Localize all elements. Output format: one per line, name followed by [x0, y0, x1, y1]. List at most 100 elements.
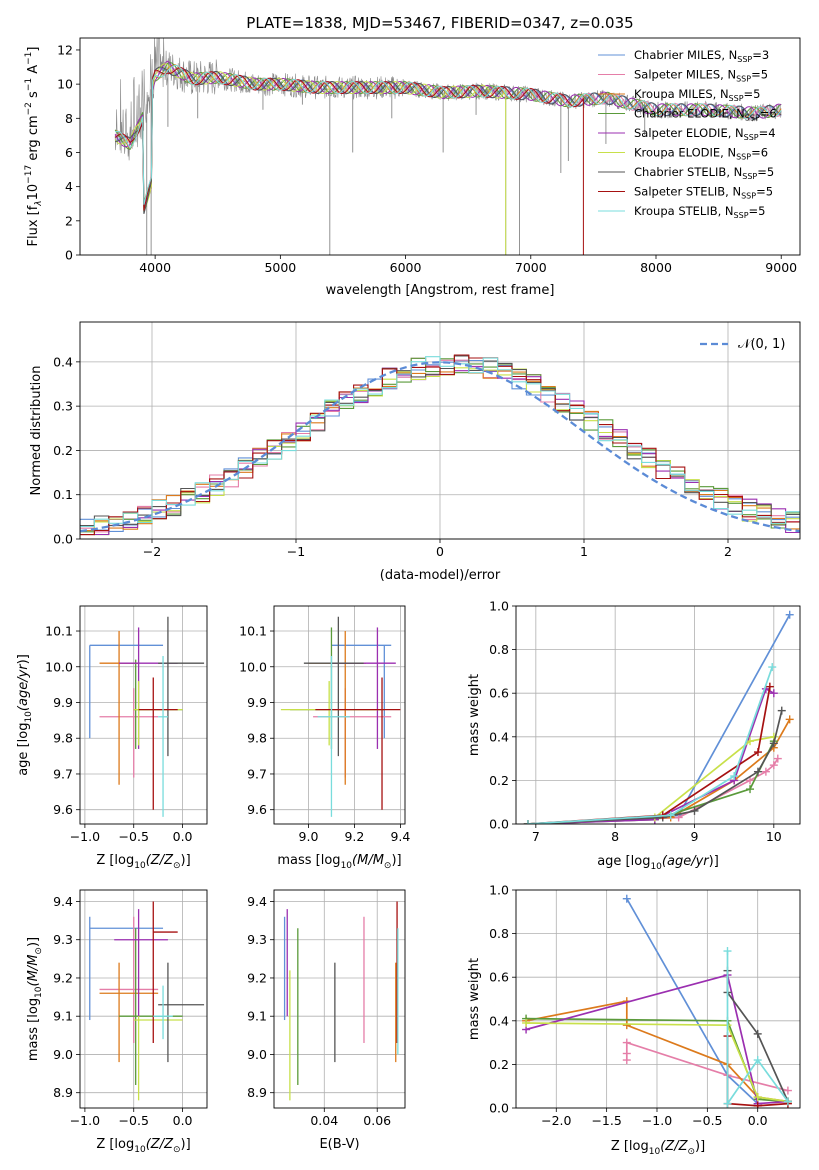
axes-frame [79, 889, 208, 1109]
tick-label-x: 8 [611, 829, 619, 844]
age-vs-Z-axes: −1.0 −0.5 0.0 9.6 9.7 9.8 9.9 10.0 10.1 [45, 606, 207, 844]
tick-label-x: −1.5 [591, 1113, 621, 1128]
tick-label-x: −1.0 [70, 829, 100, 844]
tick-label-y: 2 [65, 213, 73, 228]
weight-series [527, 666, 774, 824]
tick-label-y: 9.4 [247, 894, 267, 909]
y-axis-label: mass weight [467, 958, 482, 1040]
tick-label-y: 10.1 [45, 624, 73, 639]
errorbar-point [133, 681, 183, 746]
tick-label-x: 9 [691, 829, 699, 844]
normal-reference-curve [80, 361, 800, 533]
tick-label-y: 0.0 [489, 1101, 509, 1116]
tick-label-y: 0.4 [53, 354, 73, 369]
tick-label-x: 0.04 [310, 1113, 338, 1128]
tick-label-y: 9.7 [53, 766, 73, 781]
legend-entry: Salpeter MILES, NSSP=5 [634, 68, 768, 84]
tick-label-y: 1.0 [489, 599, 509, 614]
tick-label-y: 0.6 [489, 686, 509, 701]
plus-marker [753, 1029, 762, 1038]
errorbar-point [138, 677, 178, 810]
tick-label-y: 9.3 [53, 932, 73, 947]
tick-label-x: 8000 [640, 260, 672, 275]
errorbar-point [153, 985, 173, 1040]
plus-marker [723, 947, 732, 956]
tick-label-y: 0.1 [53, 487, 73, 502]
tick-label-x: 0.0 [173, 829, 193, 844]
tick-label-x: 7000 [515, 260, 547, 275]
plus-marker [783, 1086, 792, 1095]
weight-series [526, 1022, 789, 1103]
errorbar-point [133, 659, 183, 749]
plus-marker [769, 739, 778, 748]
axis-label: mass [log10(M/M⊙)] [26, 937, 44, 1061]
tick-label-y: 10.1 [239, 624, 267, 639]
plus-marker [723, 1099, 732, 1108]
tick-label-y: 0.2 [53, 443, 73, 458]
plus-marker [768, 663, 777, 672]
tick-label-y: 9.6 [53, 802, 73, 817]
tick-label-y: 0 [65, 248, 73, 263]
tick-label-y: 0.3 [53, 399, 73, 414]
tick-label-x: 0.0 [173, 1113, 193, 1128]
tick-label-y: 9.7 [247, 766, 267, 781]
plus-marker [690, 806, 699, 815]
y-axis-label: Normed distribution [29, 366, 44, 496]
tick-label-x: 6000 [390, 260, 422, 275]
plus-marker [765, 682, 774, 691]
errorbar-point [133, 1016, 183, 1101]
age-vs-Z-plot-area [89, 616, 205, 817]
plus-marker [746, 776, 755, 785]
errorbar-point [308, 631, 366, 785]
tick-label-y: 9.8 [53, 731, 73, 746]
weight-series [726, 951, 789, 1107]
model-spectrum [114, 62, 782, 203]
mass-vs-Z-axes: −1.0 −0.5 0.0 8.9 9.0 9.1 9.2 9.3 9.4 [53, 890, 207, 1128]
legend-entry: Chabrier ELODIE, NSSP=6 [634, 107, 777, 123]
tick-label-y: 0.8 [489, 642, 509, 657]
tick-label-y: 9.4 [53, 894, 73, 909]
plus-marker [522, 1018, 531, 1027]
model-spectrum [114, 63, 507, 255]
spectrum-axes: 4000 5000 6000 7000 8000 9000 0 2 4 6 8 10 12 [57, 42, 797, 275]
residuals-plot-area [80, 354, 800, 536]
axis-label: Z [log10(Z/Z⊙)] [96, 1137, 190, 1155]
residual-histogram [80, 356, 800, 536]
model-spectrum [114, 64, 782, 205]
tick-label-y: 0.8 [489, 926, 509, 941]
tick-label-y: 0.6 [489, 970, 509, 985]
axis-label: Z [log10(Z/Z⊙)] [96, 853, 190, 871]
weight-vs-age-plot-area [523, 610, 794, 824]
tick-label-x: 0 [436, 544, 444, 559]
tick-label-y: 9.2 [53, 970, 73, 985]
tick-label-y: 0.2 [489, 773, 509, 788]
errorbar-point [114, 909, 168, 1017]
errorbar-point [303, 616, 364, 757]
tick-label-y: 0.4 [489, 1013, 509, 1028]
tick-label-x: −2 [143, 544, 161, 559]
age-vs-mass-axes: 9.0 9.2 9.4 9.6 9.7 9.8 9.9 10.0 10.1 [239, 606, 410, 844]
tick-label-y: 0.4 [489, 729, 509, 744]
tick-label-x: 10 [766, 829, 782, 844]
errorbar-point [331, 644, 392, 739]
tick-label-y: 9.1 [247, 1009, 267, 1024]
model-spectrum [114, 60, 782, 207]
residuals-axes: −2 −1 0 1 2 0.0 0.1 0.2 0.3 0.4 [53, 322, 800, 559]
plus-marker [753, 1093, 762, 1102]
tick-label-y: 1.0 [489, 883, 509, 898]
tick-label-x: −1.0 [70, 1113, 100, 1128]
legend-entry: Salpeter ELODIE, NSSP=4 [634, 126, 776, 142]
plus-marker [622, 894, 631, 903]
mass-vs-EBV-plot-area [283, 901, 399, 1101]
plus-marker [769, 689, 778, 698]
errorbar-point [89, 916, 164, 1021]
weight-series [527, 710, 783, 824]
tick-label-y: 4 [65, 179, 73, 194]
tick-label-x: 0.06 [363, 1113, 391, 1128]
x-axis-label: wavelength [Angstrom, rest frame] [326, 283, 555, 298]
legend-entry: Kroupa STELIB, NSSP=5 [634, 204, 765, 220]
tick-label-y: 6 [65, 145, 73, 160]
plus-marker [753, 748, 762, 757]
plus-marker [777, 706, 786, 715]
